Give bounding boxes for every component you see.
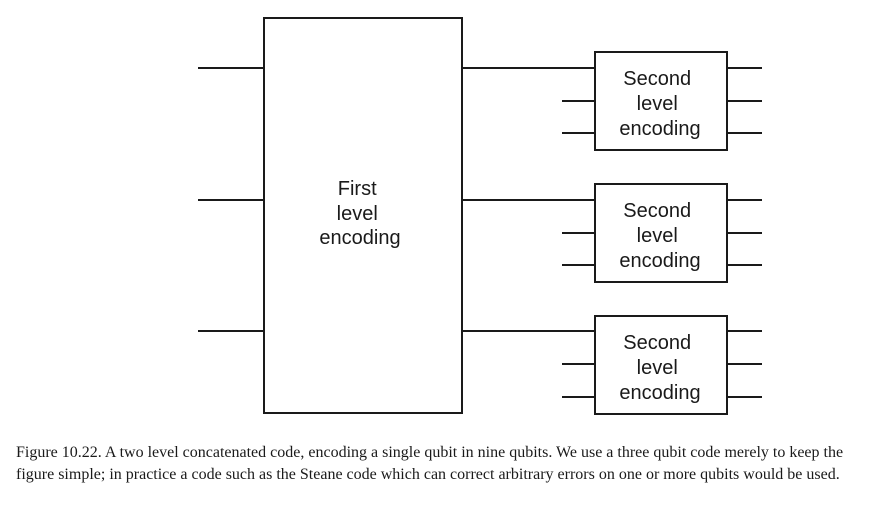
figure-caption: Figure 10.22. A two level concatenated c…: [16, 444, 844, 483]
second-level-1-label-line-3: encoding: [619, 118, 700, 140]
second-level-2-label-line-3: encoding: [619, 250, 700, 272]
second-level-3-label-line-1: Second: [623, 332, 691, 354]
first-level-label: First level encoding: [319, 178, 400, 249]
second-level-3-label: Second level encoding: [619, 332, 700, 404]
concatenated-code-diagram: First level encoding Second level encodi…: [198, 17, 762, 415]
second-level-2-label-line-2: level: [637, 225, 678, 247]
first-level-label-line-3: encoding: [319, 227, 400, 249]
first-level-label-line-1: First: [338, 178, 377, 200]
second-level-1-label-line-1: Second: [623, 68, 691, 90]
second-level-1-label-line-2: level: [637, 93, 678, 115]
first-level-label-line-2: level: [337, 203, 378, 225]
second-level-2-label-line-1: Second: [623, 200, 691, 222]
first-level-encoding-box: [263, 17, 463, 414]
second-level-3-label-line-2: level: [637, 357, 678, 379]
second-level-3-label-line-3: encoding: [619, 382, 700, 404]
second-level-2-label: Second level encoding: [619, 200, 700, 272]
second-level-1-label: Second level encoding: [619, 68, 700, 140]
